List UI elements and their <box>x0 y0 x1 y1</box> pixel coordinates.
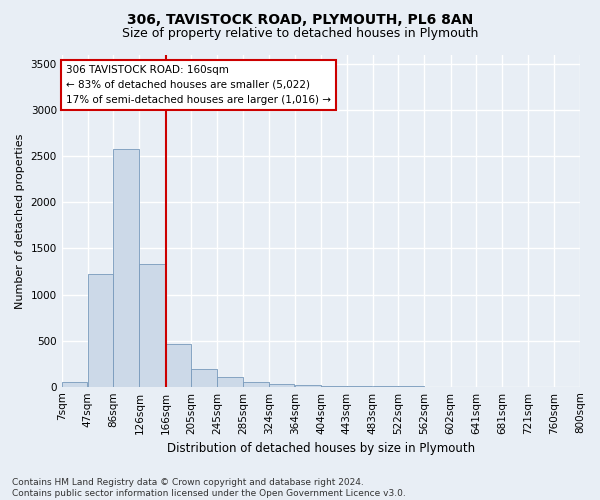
Bar <box>269 384 295 386</box>
Bar <box>139 264 165 386</box>
Y-axis label: Number of detached properties: Number of detached properties <box>15 133 25 308</box>
Text: 306, TAVISTOCK ROAD, PLYMOUTH, PL6 8AN: 306, TAVISTOCK ROAD, PLYMOUTH, PL6 8AN <box>127 12 473 26</box>
Bar <box>113 149 139 386</box>
Bar <box>166 344 191 387</box>
Bar <box>191 369 217 386</box>
Bar <box>62 382 87 386</box>
Bar <box>295 385 320 386</box>
X-axis label: Distribution of detached houses by size in Plymouth: Distribution of detached houses by size … <box>167 442 475 455</box>
Text: Size of property relative to detached houses in Plymouth: Size of property relative to detached ho… <box>122 28 478 40</box>
Bar <box>88 274 113 386</box>
Text: Contains HM Land Registry data © Crown copyright and database right 2024.
Contai: Contains HM Land Registry data © Crown c… <box>12 478 406 498</box>
Bar <box>217 377 243 386</box>
Bar <box>244 382 269 386</box>
Text: 306 TAVISTOCK ROAD: 160sqm
← 83% of detached houses are smaller (5,022)
17% of s: 306 TAVISTOCK ROAD: 160sqm ← 83% of deta… <box>66 65 331 104</box>
